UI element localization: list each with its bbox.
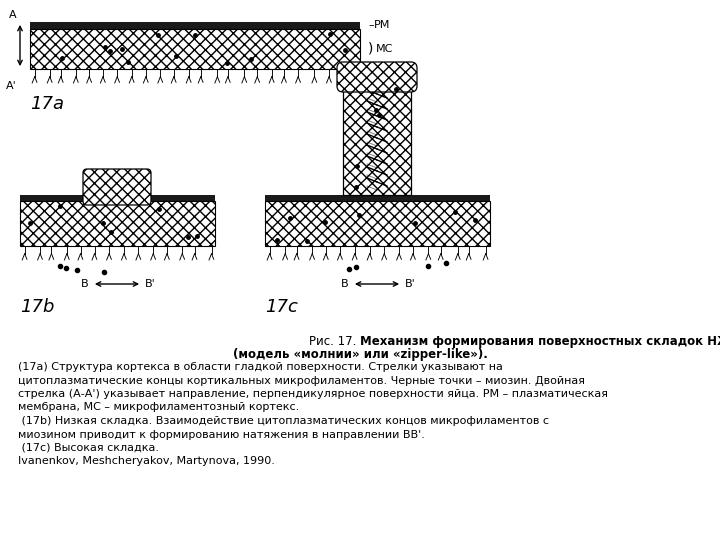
FancyBboxPatch shape — [83, 169, 151, 205]
Text: B: B — [81, 279, 89, 289]
Text: –: – — [368, 21, 374, 30]
Text: A': A' — [6, 81, 17, 91]
Text: 17c: 17c — [265, 298, 298, 316]
Text: (17a) Структура кортекса в области гладкой поверхности. Стрелки указывают на: (17a) Структура кортекса в области гладк… — [18, 362, 503, 372]
Text: B': B' — [405, 279, 415, 289]
Text: B: B — [341, 279, 349, 289]
Text: (17b) Низкая складка. Взаимодействие цитоплазматических концов микрофиламентов с: (17b) Низкая складка. Взаимодействие цит… — [18, 416, 549, 426]
Text: 17b: 17b — [20, 298, 55, 316]
Text: ): ) — [368, 42, 374, 56]
Bar — [20, 201, 215, 246]
Text: стрелка (А-А') указывает направление, перпендикулярное поверхности яйца. РМ – пл: стрелка (А-А') указывает направление, пе… — [18, 389, 608, 399]
Text: B': B' — [145, 279, 156, 289]
Text: Механизм формирования поверхностных складок НЖСС зародышей вьюна: Механизм формирования поверхностных скла… — [360, 335, 720, 348]
Bar — [20, 195, 215, 201]
Text: цитоплазматические концы кортикальных микрофиламентов. Черные точки – миозин. Дв: цитоплазматические концы кортикальных ми… — [18, 375, 585, 386]
Text: МС: МС — [376, 44, 393, 54]
Text: A: A — [9, 10, 17, 20]
Bar — [30, 29, 360, 69]
Text: миозином приводит к формированию натяжения в направлении ВВ'.: миозином приводит к формированию натяжен… — [18, 429, 425, 440]
Text: 17a: 17a — [30, 95, 64, 113]
Text: (модель «молнии» или «zipper-like»).: (модель «молнии» или «zipper-like»). — [233, 348, 487, 361]
Text: мембрана, МС – микрофиламентозный кортекс.: мембрана, МС – микрофиламентозный кортек… — [18, 402, 300, 413]
Bar — [265, 195, 490, 201]
Text: РМ: РМ — [374, 21, 390, 30]
Bar — [265, 201, 490, 246]
Bar — [343, 80, 411, 195]
FancyBboxPatch shape — [337, 62, 417, 92]
Text: Ivanenkov, Meshcheryakov, Martynova, 1990.: Ivanenkov, Meshcheryakov, Martynova, 199… — [18, 456, 275, 467]
Bar — [30, 22, 360, 29]
Text: (17c) Высокая складка.: (17c) Высокая складка. — [18, 443, 159, 453]
Text: Рис. 17.: Рис. 17. — [309, 335, 360, 348]
